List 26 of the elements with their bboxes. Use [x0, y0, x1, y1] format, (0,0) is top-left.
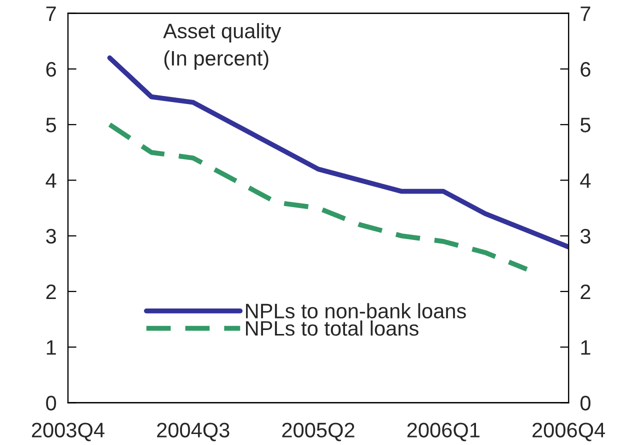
y2-tick-label: 1 — [581, 340, 590, 355]
x-tick-label: 2006Q4 — [532, 422, 606, 442]
y-tick-label: 4 — [46, 173, 56, 188]
x-tick-label: 2004Q3 — [157, 422, 230, 442]
y2-tick-label: 3 — [580, 228, 590, 244]
y2-tick-label: 5 — [580, 118, 590, 132]
text: (In percent) — [164, 50, 268, 70]
y2-tick-label: 2 — [580, 284, 590, 300]
y-tick-label: 6 — [46, 62, 56, 77]
legend-label: NPLs to total loans — [246, 320, 418, 336]
y-tick-label: 3 — [46, 228, 56, 244]
chart-title: Asset quality — [163, 23, 282, 43]
y-tick-label: 1 — [46, 340, 56, 355]
line-series — [107, 122, 530, 272]
y-tick-label: 0 — [46, 396, 56, 410]
legend-label: NPLs to non-bank loans — [246, 303, 466, 318]
x-tick-label: 2005Q2 — [282, 422, 354, 442]
y2-tick-label: 6 — [580, 62, 590, 77]
y-tick-label: 7 — [46, 6, 56, 21]
y-tick-label: 5 — [46, 118, 56, 132]
y2-tick-label: 7 — [580, 6, 590, 21]
y-tick-label: 2 — [46, 284, 56, 300]
y2-tick-label: 4 — [580, 173, 591, 188]
x-tick-label: 2003Q4 — [32, 422, 104, 442]
y2-tick-label: 0 — [580, 396, 590, 410]
x-tick-label: 2006Q1 — [407, 422, 480, 442]
